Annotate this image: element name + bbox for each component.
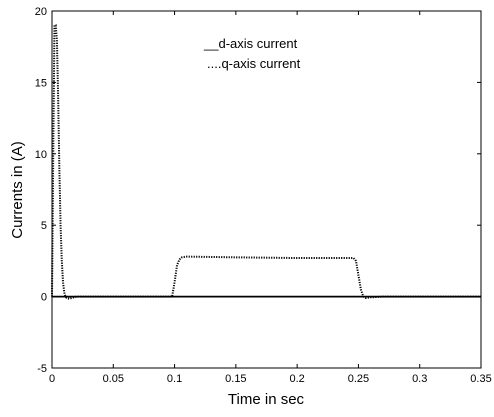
y-axis-label: Currents in (A)	[9, 141, 26, 239]
y-tick-label: 5	[41, 220, 47, 232]
legend-item-q-axis: ....q-axis current	[207, 56, 301, 71]
y-tick-label: -5	[37, 363, 47, 375]
series-layer	[51, 24, 481, 300]
series-line-q-axis-current	[51, 24, 481, 300]
legend-item-d-axis: __d-axis current	[203, 36, 298, 51]
x-tick-label: 0.3	[412, 373, 427, 385]
x-axis-label: Time in sec	[228, 391, 305, 408]
x-tick-label: 0.15	[225, 373, 246, 385]
y-tick-label: 10	[35, 149, 47, 161]
x-tick-label: 0.05	[103, 373, 124, 385]
x-tick-label: 0.35	[470, 373, 491, 385]
y-tick-label: 15	[35, 77, 47, 89]
x-tick-label: 0	[49, 373, 55, 385]
plot-area-frame	[51, 10, 482, 369]
y-tick-label: 20	[35, 6, 47, 18]
x-tick-label: 0.25	[348, 373, 369, 385]
x-tick-label: 0.2	[289, 373, 304, 385]
legend: __d-axis current ....q-axis current	[203, 36, 301, 71]
y-tick-label: 0	[41, 292, 47, 304]
x-tick-label: 0.1	[167, 373, 182, 385]
